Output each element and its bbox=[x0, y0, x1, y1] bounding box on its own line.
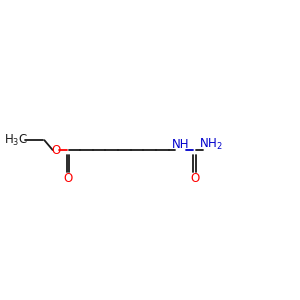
Text: NH: NH bbox=[172, 138, 189, 151]
Text: O: O bbox=[51, 143, 60, 157]
Text: O: O bbox=[190, 172, 199, 185]
Text: NH$_2$: NH$_2$ bbox=[199, 136, 223, 152]
Text: H$_3$C: H$_3$C bbox=[4, 133, 28, 148]
Text: O: O bbox=[63, 172, 73, 185]
